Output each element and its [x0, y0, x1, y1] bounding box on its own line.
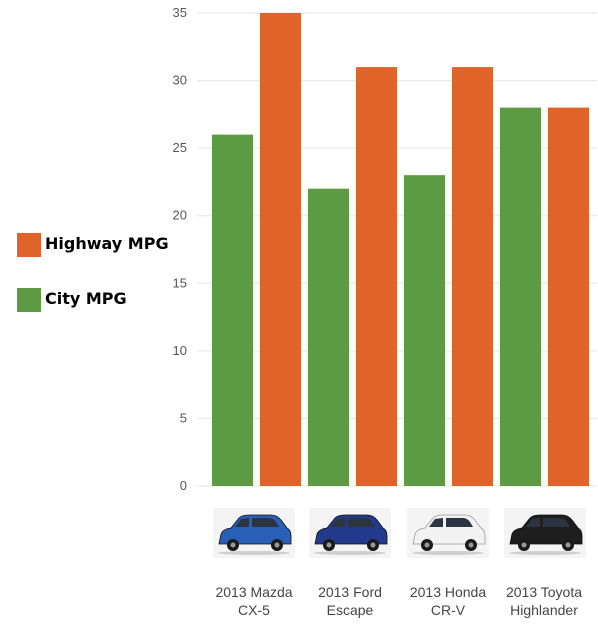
y-tick-label: 20	[173, 208, 187, 223]
category-label-line: CR-V	[430, 602, 466, 618]
y-tick-label: 0	[180, 478, 187, 493]
y-tick-label: 35	[173, 5, 187, 20]
legend-label-city: City MPG	[45, 289, 127, 308]
y-tick-label: 25	[173, 140, 187, 155]
category-label-ford: 2013 Ford Escape	[300, 583, 400, 619]
legend-swatch-city	[17, 288, 41, 312]
bar-highway	[356, 67, 397, 487]
bar-city	[212, 134, 253, 486]
black-suv-icon	[504, 508, 586, 562]
blue-suv-icon	[213, 508, 295, 562]
category-label-mazda: 2013 Mazda CX-5	[204, 583, 304, 619]
white-suv-icon	[407, 508, 489, 562]
bars	[212, 13, 589, 487]
navy-suv-icon	[309, 508, 391, 562]
category-label-line: Escape	[326, 602, 374, 618]
bar-city	[308, 188, 349, 486]
category-label-toyota: 2013 Toyota Highlander	[494, 583, 594, 619]
y-tick-label: 30	[173, 73, 187, 88]
category-label-honda: 2013 Honda CR-V	[398, 583, 498, 619]
bar-city	[404, 175, 445, 486]
category-label-line: 2013 Ford	[318, 584, 382, 600]
legend-label-highway: Highway MPG	[45, 234, 169, 253]
bar-highway	[260, 13, 301, 486]
bar-highway	[548, 107, 589, 486]
y-tick-label: 10	[173, 343, 187, 358]
bar-city	[500, 107, 541, 486]
y-tick-label: 15	[173, 275, 187, 290]
y-tick-label: 5	[180, 410, 187, 425]
category-label-line: 2013 Toyota	[505, 584, 583, 600]
category-label-line: Highlander	[510, 602, 578, 618]
category-label-line: CX-5	[238, 602, 270, 618]
category-label-line: 2013 Mazda	[215, 584, 293, 600]
y-axis: 0 5 10 15 20 25 30 35	[173, 5, 187, 493]
category-label-line: 2013 Honda	[409, 584, 487, 600]
legend-swatch-highway	[17, 233, 41, 257]
bar-highway	[452, 67, 493, 487]
